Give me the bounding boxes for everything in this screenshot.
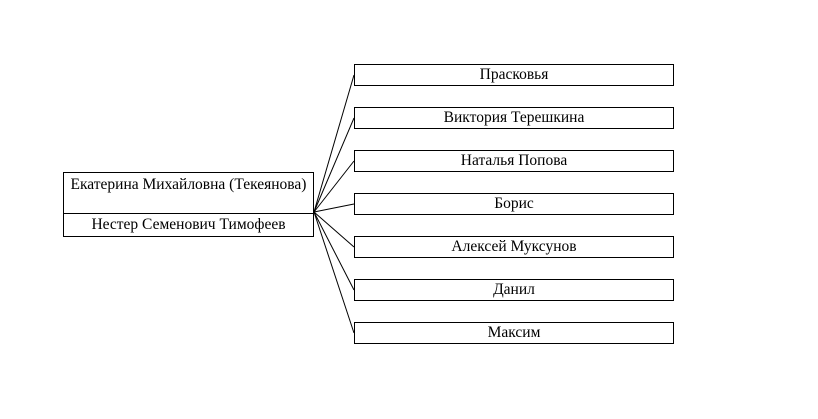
child-box-2: Виктория Терешкина <box>354 107 674 129</box>
mother-box: Екатерина Михайловна (Текеянова) <box>63 172 314 214</box>
connector-line-6 <box>313 211 355 291</box>
connector-line-1 <box>313 74 355 213</box>
child-box-5: Алексей Муксунов <box>354 236 674 258</box>
child-box-7: Максим <box>354 322 674 344</box>
child-box-4: Борис <box>354 193 674 215</box>
mother-name: Екатерина Михайловна (Текеянова) <box>70 176 307 193</box>
child-name-7: Максим <box>487 324 541 341</box>
connector-line-5 <box>313 211 355 248</box>
child-name-4: Борис <box>494 195 534 212</box>
father-box: Нестер Семенович Тимофеев <box>63 213 314 237</box>
child-box-1: Прасковья <box>354 64 674 86</box>
child-name-6: Данил <box>493 281 535 298</box>
child-box-6: Данил <box>354 279 674 301</box>
child-box-3: Наталья Попова <box>354 150 674 172</box>
father-name: Нестер Семенович Тимофеев <box>91 216 286 233</box>
child-name-1: Прасковья <box>479 66 549 83</box>
child-name-5: Алексей Муксунов <box>451 238 577 255</box>
connector-line-2 <box>313 117 355 213</box>
child-name-2: Виктория Терешкина <box>443 109 585 126</box>
connector-line-3 <box>313 160 355 213</box>
child-name-3: Наталья Попова <box>460 152 568 169</box>
connector-line-7 <box>313 211 355 334</box>
connector-line-4 <box>313 203 355 213</box>
